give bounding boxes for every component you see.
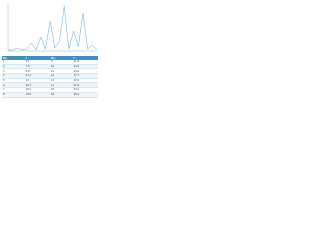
table-cell: 18.1	[24, 87, 50, 93]
table-cell: 9.8	[24, 68, 50, 75]
table-row: 5 14 13 29.5	[2, 78, 98, 84]
table-cell: 21.8	[72, 60, 98, 65]
header-cell: t	[24, 56, 50, 60]
header-cell: t	[72, 56, 98, 60]
table-cell: 6	[2, 82, 25, 89]
table-cell: 5	[2, 78, 25, 84]
table-cell: 31.8	[72, 82, 98, 89]
table-cell: 1	[2, 60, 25, 65]
table-cell: 12.2	[24, 73, 50, 79]
results-table: No. t No. t 1 4.1 9 21.8 2 7.5 10 23.9 3 9.8 11 24.6 4 12…	[2, 56, 98, 98]
table-cell: 7.5	[24, 64, 50, 70]
table-cell: 8	[2, 92, 25, 98]
page: No. t No. t 1 4.1 9 21.8 2 7.5 10 23.9 3 9.8 11 24.6 4 12…	[0, 0, 100, 98]
table-cell: 29.5	[72, 78, 98, 84]
table-row: 3 9.8 11 24.6	[2, 68, 98, 75]
table-cell: 24.6	[72, 68, 98, 75]
table-cell: 27.7	[72, 73, 98, 79]
table-cell: 9	[49, 60, 73, 65]
table-cell: 7	[2, 87, 25, 93]
header-row: No. t No. t	[2, 56, 98, 60]
table-cell: 12	[49, 73, 73, 79]
table-cell: 16	[49, 92, 73, 98]
table-row: 6 16.3 14 31.8	[2, 82, 98, 89]
header-cell: No.	[49, 56, 73, 60]
chart	[7, 3, 98, 52]
table-cell: 2	[2, 64, 25, 70]
table-row: 4 12.2 12 27.7	[2, 73, 98, 79]
chromatogram-line	[8, 5, 98, 51]
table-cell: 16.3	[24, 82, 50, 89]
table-row: 8 19.9 16 35.6	[2, 92, 98, 98]
table-cell: 10	[49, 64, 73, 70]
table-row: 1 4.1 9 21.8	[2, 60, 98, 65]
table-cell: 11	[49, 68, 73, 75]
table-cell: 19.9	[24, 92, 50, 98]
table-cell: 33.2	[72, 87, 98, 93]
table-row: 7 18.1 15 33.2	[2, 87, 98, 93]
table-cell: 14	[24, 78, 50, 84]
table-cell: 13	[49, 78, 73, 84]
table-cell: 4	[2, 73, 25, 79]
table-cell: 4.1	[24, 60, 50, 65]
table-cell: 3	[2, 68, 25, 75]
table-cell: 15	[49, 87, 73, 93]
table-cell: 35.6	[72, 92, 98, 98]
table-row: 2 7.5 10 23.9	[2, 64, 98, 70]
table-cell: 14	[49, 82, 73, 89]
table-cell: 23.9	[72, 64, 98, 70]
header-cell: No.	[2, 56, 25, 60]
